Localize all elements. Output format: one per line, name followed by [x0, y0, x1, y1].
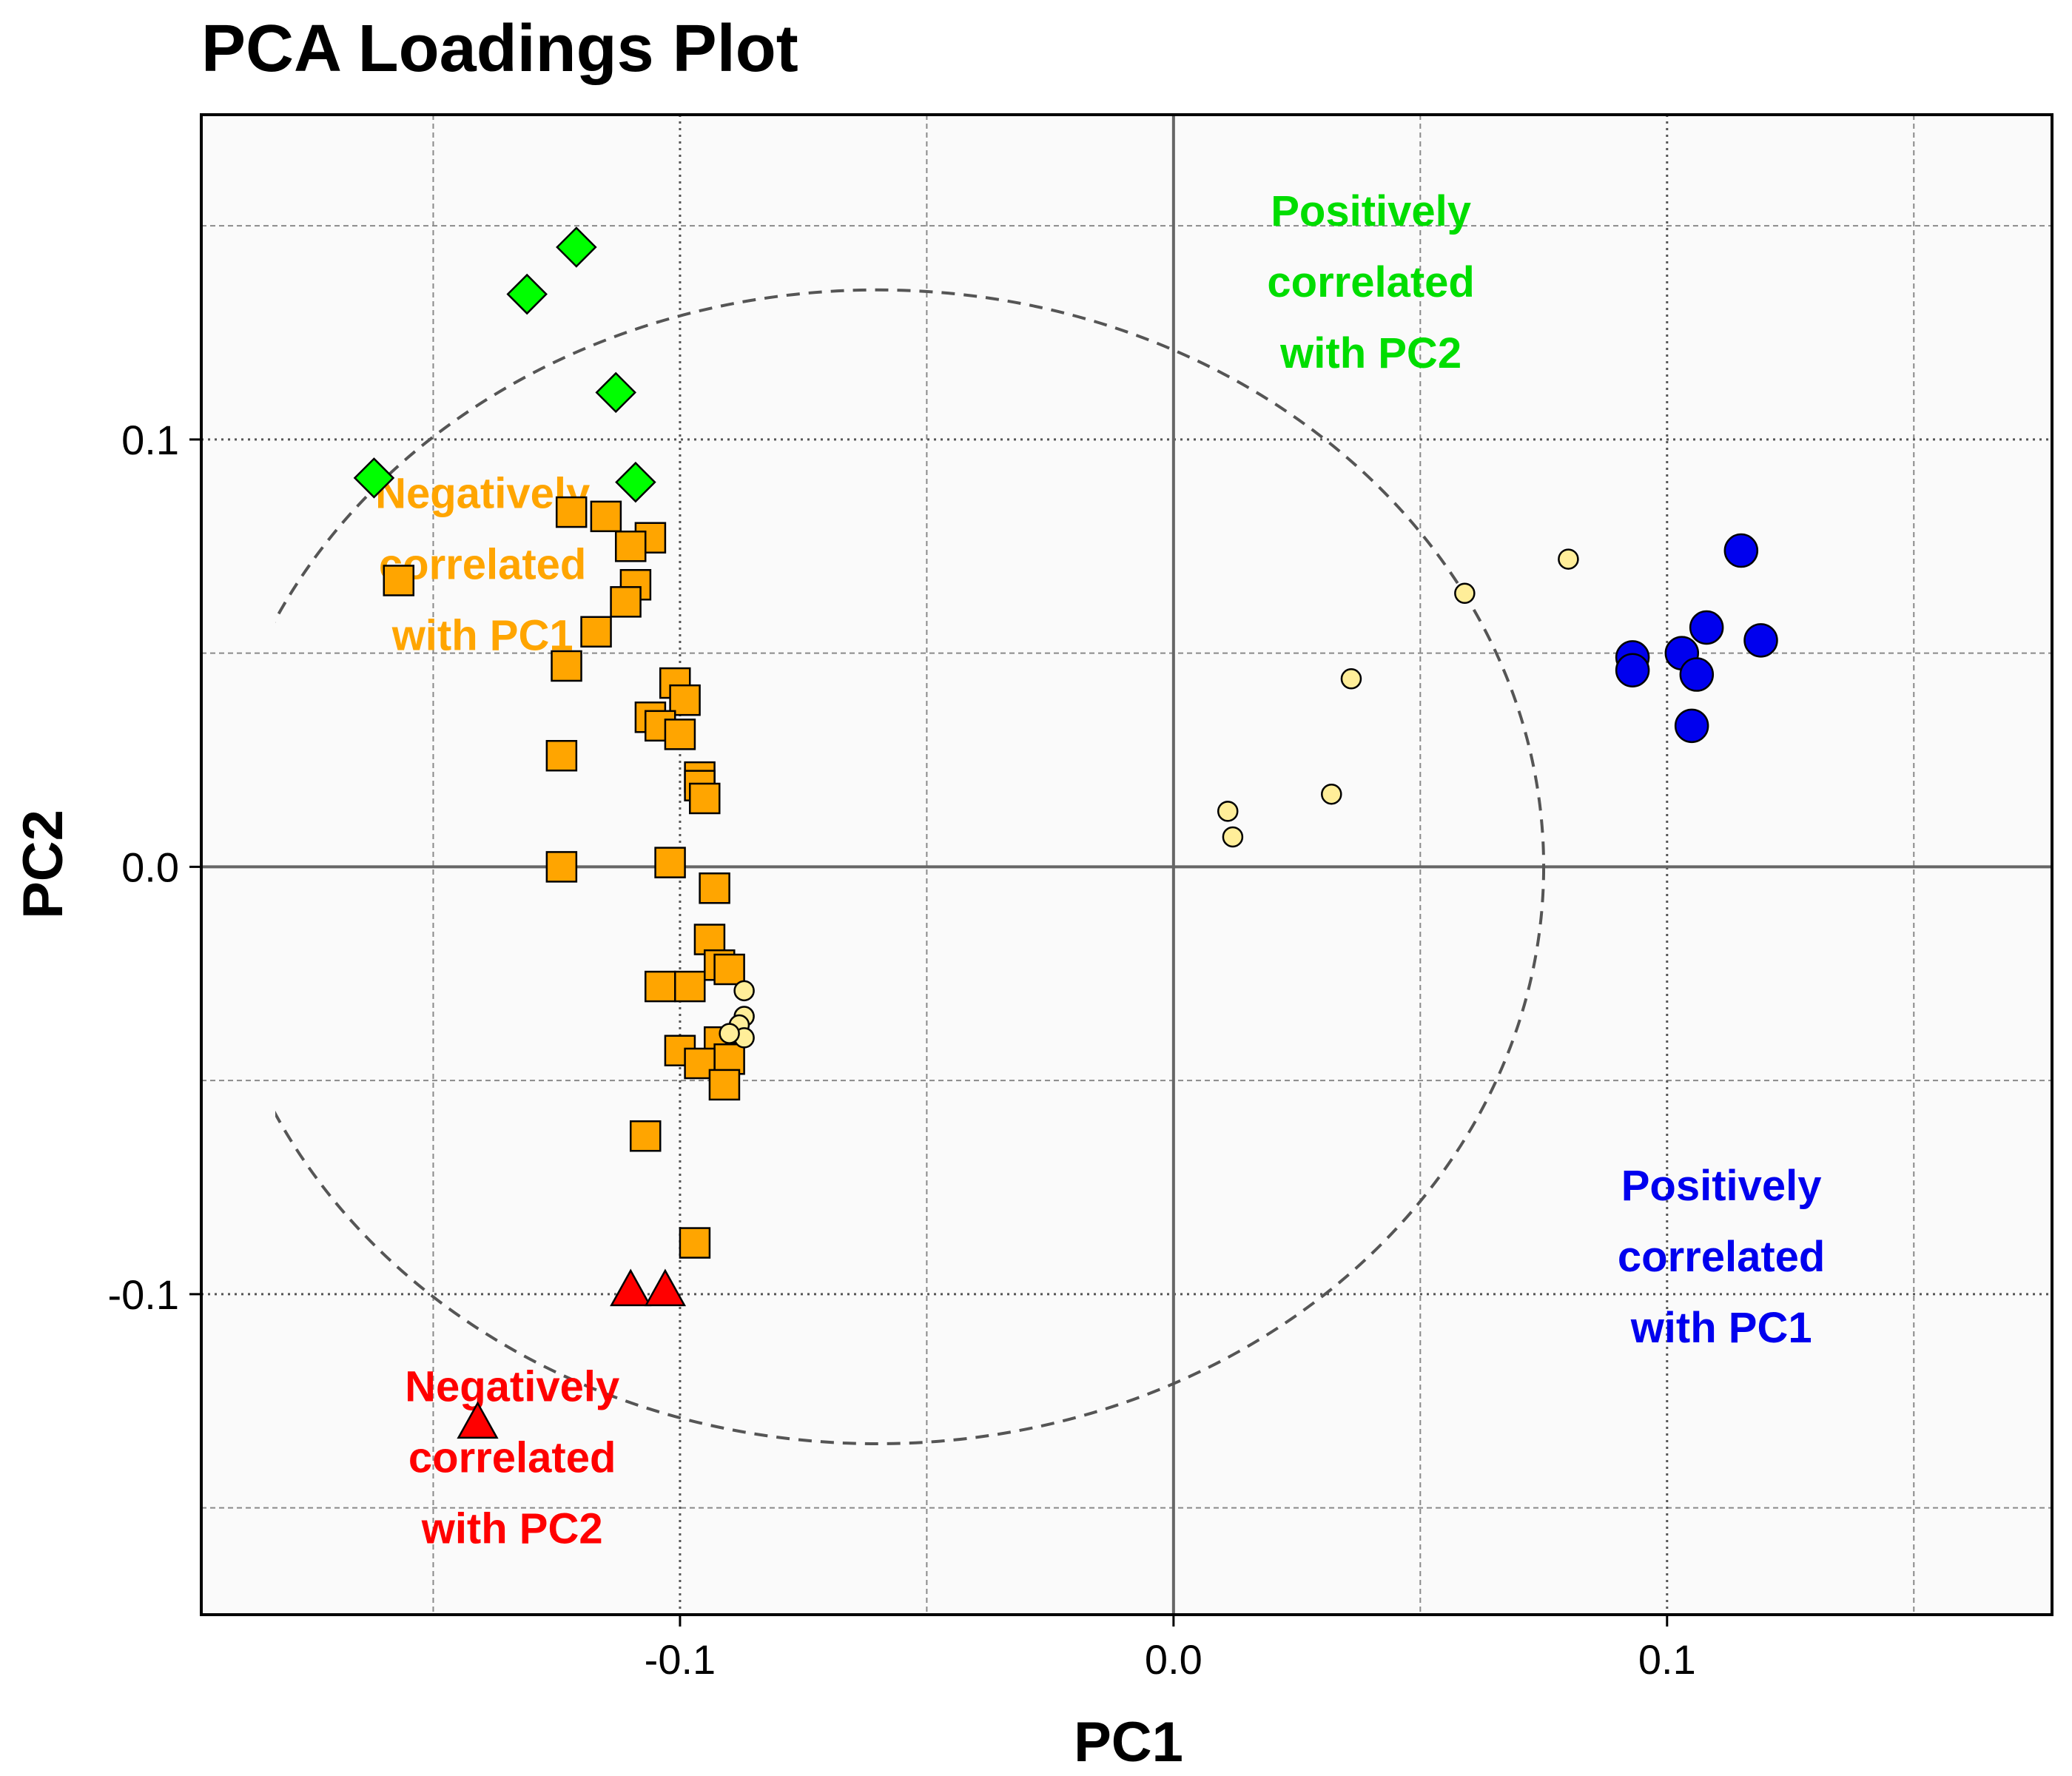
annotation-line: correlated	[1618, 1233, 1825, 1281]
data-points	[353, 226, 1778, 1439]
circle-point	[1615, 653, 1650, 687]
annotation-label: Negatively correlated with PC1	[375, 469, 590, 659]
small-circle-point	[1340, 668, 1362, 690]
square-point	[614, 531, 647, 562]
annotation-line: correlated	[408, 1433, 616, 1481]
x-tick-label: -0.1	[645, 1636, 716, 1683]
square-point	[551, 650, 582, 682]
square-point	[669, 684, 701, 716]
diamond-point	[556, 226, 597, 268]
annotation-line: Positively	[1271, 187, 1471, 235]
annotation-line: Positively	[1621, 1162, 1822, 1210]
gridlines	[201, 115, 2052, 1615]
circle-point	[1743, 623, 1778, 658]
square-point	[689, 782, 721, 815]
annotation-line: with PC2	[421, 1504, 603, 1553]
correlation-circle	[275, 289, 1545, 1445]
x-tick-label: 0.0	[1145, 1636, 1202, 1683]
circle-point	[1674, 708, 1709, 744]
diamond-point	[595, 371, 636, 414]
square-point	[654, 847, 686, 878]
plot-background	[201, 115, 2052, 1615]
square-point	[383, 565, 415, 596]
annotation-label: Positively correlated with PC1	[1618, 1162, 1825, 1352]
small-circle-point	[1217, 801, 1239, 822]
reference-lines	[201, 115, 2052, 1615]
annotation-line: with PC1	[391, 611, 574, 659]
plot-border	[200, 113, 2054, 1616]
diamond-point	[506, 273, 548, 315]
x-tick-label: 0.1	[1638, 1636, 1696, 1683]
annotation-label: Negatively correlated with PC2	[405, 1362, 619, 1553]
square-point	[664, 719, 696, 750]
square-point	[555, 496, 588, 528]
square-point	[545, 739, 578, 772]
triangle-point	[457, 1401, 499, 1439]
y-tick-label: 0.0	[121, 844, 179, 890]
x-axis-title: PC1	[1074, 1711, 1183, 1774]
small-circle-point	[1222, 826, 1244, 848]
diamond-point	[353, 457, 395, 499]
triangle-point	[610, 1268, 652, 1307]
small-circle-point	[1321, 783, 1342, 805]
small-circle-point	[1454, 582, 1476, 605]
square-point	[674, 970, 706, 1003]
y-tick-label: 0.1	[121, 417, 179, 463]
square-point	[580, 616, 612, 648]
circle-point	[1679, 657, 1715, 692]
square-point	[699, 872, 730, 904]
triangle-point	[644, 1268, 687, 1307]
square-point	[545, 851, 578, 883]
square-point	[629, 1120, 662, 1152]
small-circle-point	[719, 1023, 740, 1044]
square-point	[610, 586, 642, 618]
annotation-label: Positively correlated with PC2	[1267, 187, 1474, 377]
square-point	[679, 1227, 711, 1259]
annotation-line: correlated	[1267, 258, 1474, 306]
annotation-line: with PC2	[1279, 329, 1462, 377]
square-point	[590, 500, 622, 533]
y-axis-title: PC2	[12, 810, 75, 919]
circle-point	[1723, 533, 1759, 568]
y-tick-label: -0.1	[108, 1271, 180, 1318]
chart-title: PCA Loadings Plot	[201, 12, 798, 86]
square-point	[708, 1069, 741, 1101]
small-circle-point	[733, 980, 755, 1002]
diamond-point	[615, 461, 656, 503]
axis-ticks: -0.1 0.0 0.1 -0.1 0.0 0.1	[108, 417, 1696, 1683]
small-circle-point	[1558, 548, 1579, 570]
square-point	[644, 970, 676, 1003]
annotation-line: Negatively	[405, 1362, 619, 1410]
square-point	[713, 953, 745, 986]
annotation-line: Negatively	[375, 469, 590, 517]
dashed-correlation-circle	[275, 289, 1545, 1445]
annotation-line: with PC1	[1630, 1304, 1812, 1352]
circle-point	[1689, 610, 1724, 645]
